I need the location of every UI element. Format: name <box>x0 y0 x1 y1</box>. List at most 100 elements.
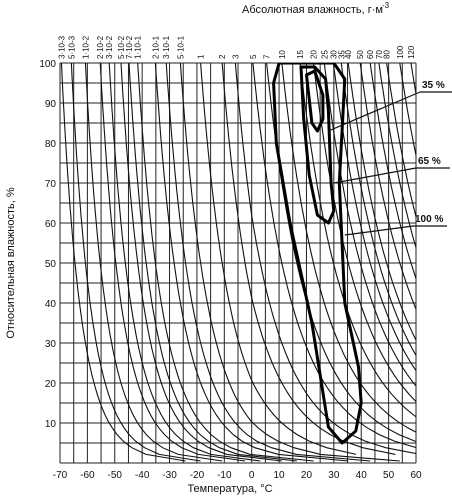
y-tick-label: 80 <box>45 139 57 150</box>
chart-title-superscript: -3 <box>382 1 390 10</box>
annotation-label: 35 % <box>422 80 445 91</box>
annotation-label: 100 % <box>415 214 443 225</box>
y-tick-label: 10 <box>45 419 57 430</box>
abs-humidity-label: 80 <box>383 50 392 59</box>
abs-humidity-label: 50 <box>356 50 365 59</box>
abs-humidity-label: 20 <box>309 50 318 59</box>
y-tick-label: 20 <box>45 379 57 390</box>
abs-humidity-isoline <box>386 63 416 219</box>
absolute-humidity-isolines <box>60 63 416 462</box>
abs-humidity-isoline <box>165 63 371 462</box>
x-tick-label: -20 <box>190 470 205 481</box>
abs-humidity-isoline <box>332 63 416 372</box>
annotation-label: 65 % <box>418 156 441 167</box>
abs-humidity-label: 5·10-2 <box>117 35 126 59</box>
abs-humidity-isoline <box>347 63 416 342</box>
y-tick-label: 40 <box>45 299 57 310</box>
x-tick-label: -30 <box>162 470 177 481</box>
abs-humidity-isoline <box>369 63 416 281</box>
abs-humidity-isoline <box>84 63 223 462</box>
contour-annotations: 35 % 65 % 100 % <box>328 80 452 236</box>
abs-humidity-isoline <box>399 63 416 159</box>
x-tick-label: -60 <box>80 470 95 481</box>
grid <box>59 62 417 464</box>
abs-humidity-isoline <box>410 63 416 98</box>
abs-humidity-isoline <box>108 63 261 462</box>
abs-humidity-isoline <box>99 63 246 462</box>
abs-humidity-label: 15 <box>296 50 305 59</box>
abs-humidity-label: 3·10-1 <box>162 35 171 59</box>
absolute-humidity-labels: 3·10-3 5·10-3 1·10-2 2·10-2 3·10-2 5·10-2 7·10… <box>57 35 416 59</box>
abs-humidity-label: 7·10-2 <box>125 35 134 59</box>
abs-humidity-isoline <box>266 63 416 442</box>
x-tick-label: 10 <box>274 470 286 481</box>
x-tick-label: 0 <box>249 470 255 481</box>
abs-humidity-label: 3·10-3 <box>57 35 66 59</box>
abs-humidity-label: 120 <box>407 45 416 59</box>
abs-humidity-label: 3·10-2 <box>105 35 114 59</box>
abs-humidity-label: 5·10-3 <box>67 35 76 59</box>
abs-humidity-label: 3 <box>231 54 240 59</box>
y-tick-label: 30 <box>45 339 57 350</box>
abs-humidity-label: 5·10-1 <box>176 35 185 59</box>
x-axis-label: Температура, °C <box>187 483 272 495</box>
abs-humidity-isoline <box>70 63 201 462</box>
abs-humidity-isoline <box>281 63 416 433</box>
abs-humidity-label: 60 <box>366 50 375 59</box>
abs-humidity-label: 2·10-1 <box>151 35 160 59</box>
abs-humidity-isoline <box>120 63 282 462</box>
x-tick-label: 30 <box>328 470 340 481</box>
abs-humidity-isoline <box>340 63 416 357</box>
abs-humidity-isoline <box>234 63 416 455</box>
contour-65-percent <box>299 65 336 225</box>
x-tick-label: 60 <box>410 470 422 481</box>
abs-humidity-isoline <box>60 63 186 462</box>
abs-humidity-isoline <box>128 63 297 462</box>
contour-35-percent <box>305 69 325 133</box>
x-tick-label: 20 <box>301 470 313 481</box>
x-tick-label: -40 <box>135 470 150 481</box>
y-tick-label: 90 <box>45 99 57 110</box>
y-axis-label: Относительная влажность, % <box>5 187 17 339</box>
y-tick-label: 70 <box>45 179 57 190</box>
x-tick-labels: -70 -60 -50 -40 -30 -20 -10 0 10 20 30 40 50 60 <box>53 470 422 481</box>
x-tick-label: -50 <box>108 470 123 481</box>
abs-humidity-isoline <box>359 63 416 311</box>
abs-humidity-isoline <box>154 63 349 462</box>
abs-humidity-label: 1 <box>197 54 206 59</box>
abs-humidity-isoline <box>221 63 396 455</box>
abs-humidity-label: 1·10-2 <box>81 35 90 59</box>
x-tick-label: -10 <box>217 470 232 481</box>
abs-humidity-isoline <box>323 63 416 387</box>
annotation-leader <box>328 91 421 132</box>
chart-title: Абсолютная влажность, г·м <box>242 4 383 16</box>
abs-humidity-label: 35 <box>337 50 346 59</box>
y-tick-label: 50 <box>45 259 57 270</box>
abs-humidity-isoline <box>252 63 416 449</box>
annotation-leader <box>344 225 414 236</box>
abs-humidity-label: 2 <box>218 54 227 59</box>
annotation-leader <box>333 167 417 184</box>
abs-humidity-label: 70 <box>375 50 384 59</box>
contours <box>272 63 363 445</box>
x-tick-label: -70 <box>53 470 68 481</box>
y-tick-label: 100 <box>39 59 56 70</box>
abs-humidity-label: 5 <box>249 54 258 59</box>
y-tick-label: 60 <box>45 219 57 230</box>
abs-humidity-isoline <box>137 63 314 462</box>
abs-humidity-label: 1·10-1 <box>134 35 143 59</box>
y-tick-labels: 10 20 30 40 50 60 70 80 90 100 <box>39 59 56 430</box>
abs-humidity-label: 7 <box>263 54 272 59</box>
abs-humidity-label: 30 <box>329 50 338 59</box>
abs-humidity-label: 10 <box>278 50 287 59</box>
abs-humidity-label: 40 <box>344 50 353 59</box>
abs-humidity-label: 25 <box>320 50 329 59</box>
x-tick-label: 40 <box>356 470 368 481</box>
abs-humidity-isoline <box>299 63 416 418</box>
abs-humidity-label: 2·10-2 <box>96 35 105 59</box>
x-tick-label: 50 <box>383 470 395 481</box>
abs-humidity-isoline <box>200 63 357 455</box>
abs-humidity-label: 100 <box>396 45 405 59</box>
contour-100-percent <box>272 63 363 445</box>
